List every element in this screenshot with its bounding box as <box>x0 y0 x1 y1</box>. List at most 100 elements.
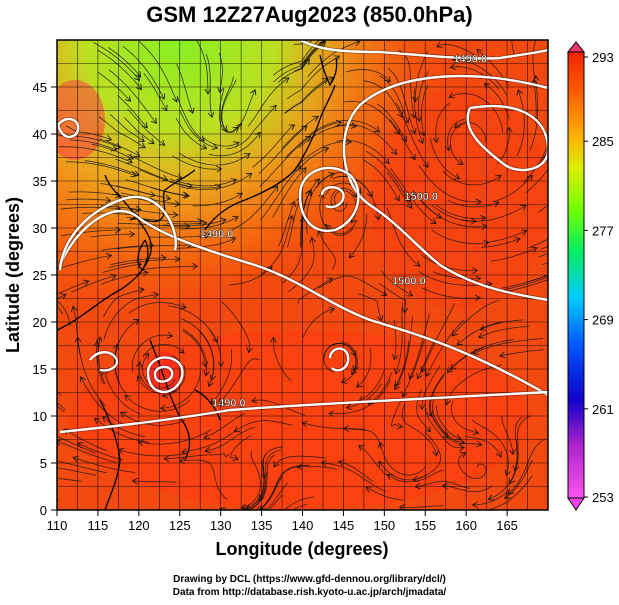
streamline-arrow <box>129 230 136 238</box>
streamline-arrow <box>31 389 37 395</box>
streamline <box>480 319 523 331</box>
streamline <box>272 40 321 76</box>
streamline <box>258 449 282 501</box>
streamline-arrow <box>150 117 157 125</box>
streamline-arrow <box>166 331 174 339</box>
streamline <box>182 330 206 367</box>
streamline <box>246 454 276 510</box>
streamline <box>196 40 209 94</box>
x-tick-label: 125 <box>169 518 191 533</box>
streamline-arrow <box>416 373 423 380</box>
streamline <box>297 465 337 470</box>
streamline-arrow <box>331 40 332 41</box>
streamline <box>169 181 221 189</box>
streamline <box>368 372 393 405</box>
streamline-arrow <box>287 214 295 222</box>
streamline <box>346 383 382 409</box>
longitude-ticks: 110 115 120 125 130 135 140 145 150 155 160 165 <box>47 510 518 533</box>
streamline <box>96 49 142 90</box>
streamline-arrow <box>436 41 443 48</box>
streamline-arrow <box>60 293 67 300</box>
colorbar-label: 293 <box>592 50 614 65</box>
streamline-arrow <box>550 271 556 277</box>
streamline <box>179 459 228 500</box>
streamline-arrow <box>459 452 467 458</box>
streamline-arrow <box>562 228 568 233</box>
streamline-arrow <box>526 174 533 182</box>
streamline-arrow <box>138 136 145 142</box>
streamline <box>450 66 500 90</box>
streamline <box>109 113 145 142</box>
y-tick-label: 10 <box>33 409 47 424</box>
streamline-arrow <box>105 196 112 204</box>
streamline <box>77 442 123 461</box>
streamline-arrow <box>110 145 118 152</box>
streamline <box>456 321 503 346</box>
streamline <box>401 402 437 456</box>
streamline <box>72 306 81 354</box>
streamline-arrow <box>309 236 316 244</box>
streamline-arrow <box>207 111 215 119</box>
streamline-arrow <box>350 122 358 129</box>
streamline-arrow <box>124 394 131 401</box>
streamline <box>402 340 425 397</box>
streamline-arrow <box>163 455 170 462</box>
streamline-arrow <box>220 217 227 225</box>
streamline <box>258 464 310 510</box>
streamline <box>525 168 548 194</box>
streamline <box>299 40 326 65</box>
streamline <box>325 220 357 234</box>
streamline-arrow <box>217 86 224 94</box>
streamline-arrow <box>219 507 226 510</box>
streamline-arrow <box>358 445 365 452</box>
streamline-arrow <box>132 211 140 219</box>
y-tick-label: 45 <box>33 80 47 95</box>
streamline-arrow <box>390 148 397 155</box>
streamline-arrow <box>351 368 358 376</box>
streamline-arrow <box>172 211 179 218</box>
streamline <box>169 178 237 187</box>
streamline <box>461 204 527 222</box>
streamline-arrow <box>221 125 228 132</box>
streamline <box>102 416 146 438</box>
streamline <box>293 40 306 45</box>
streamline <box>420 254 478 272</box>
streamline <box>302 422 366 431</box>
streamline-arrow <box>552 120 558 126</box>
streamline-arrow <box>337 459 345 466</box>
streamline <box>108 69 157 124</box>
streamline <box>318 275 387 296</box>
streamline-arrow <box>180 302 187 310</box>
contour-line <box>59 390 548 434</box>
contour-label: 1500.0 <box>404 191 438 203</box>
streamline-arrow <box>101 416 109 423</box>
streamline-arrow <box>82 279 90 286</box>
x-tick-label: 140 <box>292 518 314 533</box>
x-tick-label: 145 <box>333 518 355 533</box>
x-tick-label: 135 <box>251 518 273 533</box>
streamline <box>307 41 360 78</box>
streamline <box>201 136 240 147</box>
streamline <box>447 118 465 151</box>
streamline <box>57 460 108 474</box>
streamline-arrow <box>192 263 199 270</box>
streamline <box>429 138 460 179</box>
x-tick-label: 155 <box>414 518 436 533</box>
streamline-arrow <box>164 194 172 202</box>
streamline-arrow <box>161 175 169 182</box>
y-tick-label: 20 <box>33 315 47 330</box>
streamline-arrow <box>409 153 416 161</box>
streamline <box>60 229 121 237</box>
streamline <box>142 344 185 358</box>
streamline-arrow <box>531 246 538 253</box>
streamline <box>178 152 251 166</box>
streamline <box>454 121 487 142</box>
streamline-arrow <box>424 426 432 433</box>
streamline <box>358 293 382 321</box>
colorbar-label: 269 <box>592 313 614 328</box>
streamline <box>379 442 427 476</box>
streamline-arrow <box>374 214 382 221</box>
streamline-arrow <box>131 477 138 485</box>
streamline <box>66 198 111 201</box>
streamline-arrow <box>418 404 426 411</box>
